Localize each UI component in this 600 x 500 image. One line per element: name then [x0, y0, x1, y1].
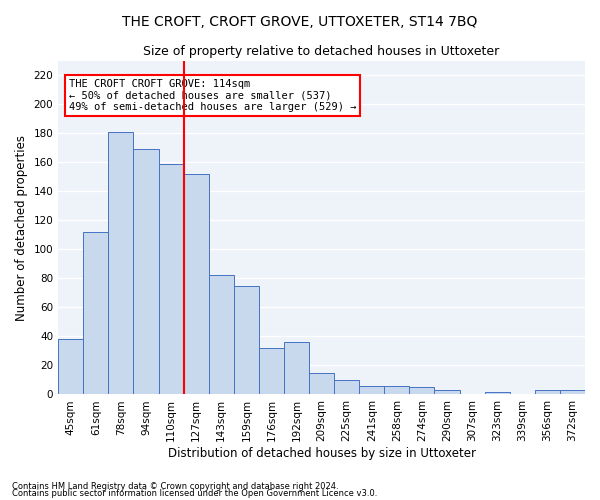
Bar [259, 348, 284, 395]
Bar [359, 386, 385, 394]
Bar [434, 390, 460, 394]
Bar [83, 232, 109, 394]
Bar [234, 286, 259, 395]
Bar [560, 390, 585, 394]
Bar [133, 149, 158, 394]
Bar [334, 380, 359, 394]
Bar [158, 164, 184, 394]
Text: THE CROFT CROFT GROVE: 114sqm
← 50% of detached houses are smaller (537)
49% of : THE CROFT CROFT GROVE: 114sqm ← 50% of d… [69, 79, 356, 112]
Text: Contains HM Land Registry data © Crown copyright and database right 2024.: Contains HM Land Registry data © Crown c… [12, 482, 338, 491]
Bar [385, 386, 409, 394]
Bar [309, 372, 334, 394]
Text: THE CROFT, CROFT GROVE, UTTOXETER, ST14 7BQ: THE CROFT, CROFT GROVE, UTTOXETER, ST14 … [122, 15, 478, 29]
Bar [535, 390, 560, 394]
Bar [109, 132, 133, 394]
Bar [184, 174, 209, 394]
X-axis label: Distribution of detached houses by size in Uttoxeter: Distribution of detached houses by size … [167, 447, 476, 460]
Bar [409, 387, 434, 394]
Bar [209, 276, 234, 394]
Bar [485, 392, 510, 394]
Text: Contains public sector information licensed under the Open Government Licence v3: Contains public sector information licen… [12, 489, 377, 498]
Bar [58, 340, 83, 394]
Title: Size of property relative to detached houses in Uttoxeter: Size of property relative to detached ho… [143, 45, 500, 58]
Bar [284, 342, 309, 394]
Y-axis label: Number of detached properties: Number of detached properties [15, 134, 28, 320]
